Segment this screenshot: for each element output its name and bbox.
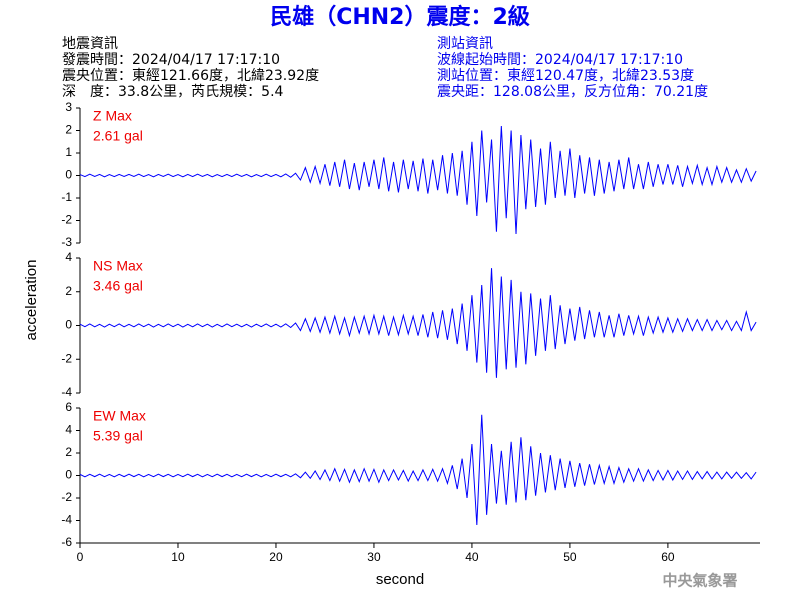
panel-annotation: Z Max xyxy=(93,108,132,124)
y-tick-label: -1 xyxy=(61,190,72,204)
y-tick-label: 0 xyxy=(65,168,72,182)
y-tick-label: -2 xyxy=(61,351,72,365)
x-axis-label: second xyxy=(376,571,424,588)
y-tick-label: -4 xyxy=(61,513,72,527)
x-tick-label: 0 xyxy=(77,550,84,564)
info-left: 發震時間：2024/04/17 17:17:10 xyxy=(62,52,280,68)
waveform xyxy=(79,268,757,378)
x-tick-label: 60 xyxy=(661,550,675,564)
y-tick-label: -2 xyxy=(61,213,72,227)
y-tick-label: 6 xyxy=(65,400,72,414)
waveform xyxy=(79,414,757,526)
panel-annotation: 3.46 gal xyxy=(93,278,143,294)
y-tick-label: 4 xyxy=(65,250,72,264)
x-tick-label: 30 xyxy=(367,550,381,564)
y-tick-label: -2 xyxy=(61,490,72,504)
y-axis-label: acceleration xyxy=(23,260,40,341)
y-tick-label: -3 xyxy=(61,235,72,249)
panel-annotation: 2.61 gal xyxy=(93,128,143,144)
y-tick-label: -4 xyxy=(61,385,72,399)
waveform xyxy=(79,125,757,235)
y-tick-label: 4 xyxy=(65,423,72,437)
info-left: 地震資訊 xyxy=(62,36,118,52)
title: 民雄（CHN2）震度：2級 xyxy=(270,4,530,30)
y-tick-label: 2 xyxy=(65,445,72,459)
panel-annotation: EW Max xyxy=(93,408,146,424)
x-tick-label: 10 xyxy=(171,550,185,564)
info-left: 震央位置：東經121.66度，北緯23.92度 xyxy=(62,68,319,84)
y-tick-label: 2 xyxy=(65,284,72,298)
info-right: 波線起始時間：2024/04/17 17:17:10 xyxy=(437,52,683,68)
info-right: 測站資訊 xyxy=(437,36,493,52)
y-tick-label: -6 xyxy=(61,535,72,549)
x-tick-label: 20 xyxy=(269,550,283,564)
info-right: 震央距：128.08公里，反方位角：70.21度 xyxy=(437,84,708,100)
x-tick-label: 40 xyxy=(465,550,479,564)
y-tick-label: 3 xyxy=(65,100,72,114)
panel-annotation: NS Max xyxy=(93,258,143,274)
y-tick-label: 0 xyxy=(65,318,72,332)
info-right: 測站位置：東經120.47度，北緯23.53度 xyxy=(437,68,694,84)
info-left: 深 度：33.8公里，芮氏規模：5.4 xyxy=(62,83,284,100)
panel-annotation: 5.39 gal xyxy=(93,428,143,444)
footer: 中央氣象署 xyxy=(662,572,737,590)
y-tick-label: 2 xyxy=(65,123,72,137)
y-tick-label: 1 xyxy=(65,145,72,159)
x-tick-label: 50 xyxy=(563,550,577,564)
y-tick-label: 0 xyxy=(65,468,72,482)
